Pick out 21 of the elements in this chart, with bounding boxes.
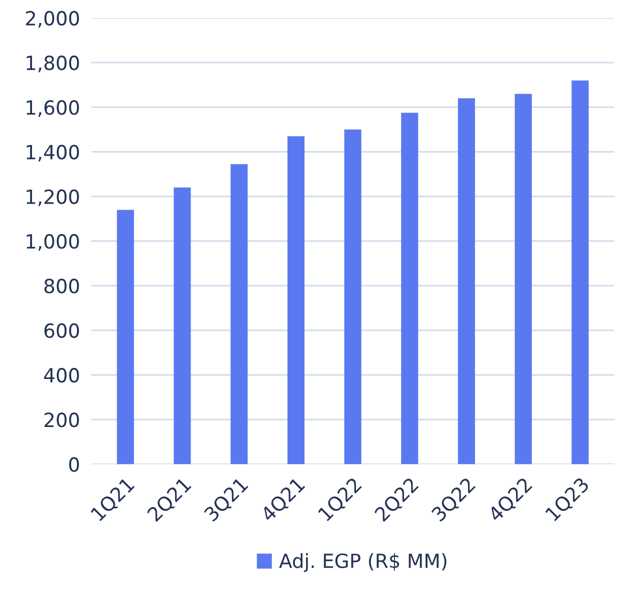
- y-tick-label: 400: [44, 368, 79, 383]
- legend-label: Adj. EGP (R$ MM): [279, 553, 446, 572]
- bar: [287, 136, 304, 464]
- bar: [344, 130, 362, 464]
- bar: [458, 98, 475, 464]
- y-tick-label: 1,400: [26, 144, 79, 162]
- bar: [514, 94, 532, 464]
- y-tick-label: 1,000: [26, 234, 79, 251]
- y-tick-label: 600: [44, 323, 79, 338]
- bar: [116, 210, 134, 464]
- y-tick-label: 1,200: [26, 189, 79, 206]
- bar: [572, 80, 589, 464]
- y-tick-label: 1,800: [26, 56, 79, 72]
- y-tick-label: 2,000: [26, 10, 79, 28]
- bar: [174, 188, 191, 464]
- y-tick-label: 0: [69, 457, 79, 472]
- bar: [401, 112, 418, 464]
- y-tick-label: 1,600: [26, 100, 79, 117]
- bar: [230, 164, 248, 464]
- y-tick-label: 200: [44, 412, 79, 428]
- y-tick-label: 800: [44, 278, 79, 294]
